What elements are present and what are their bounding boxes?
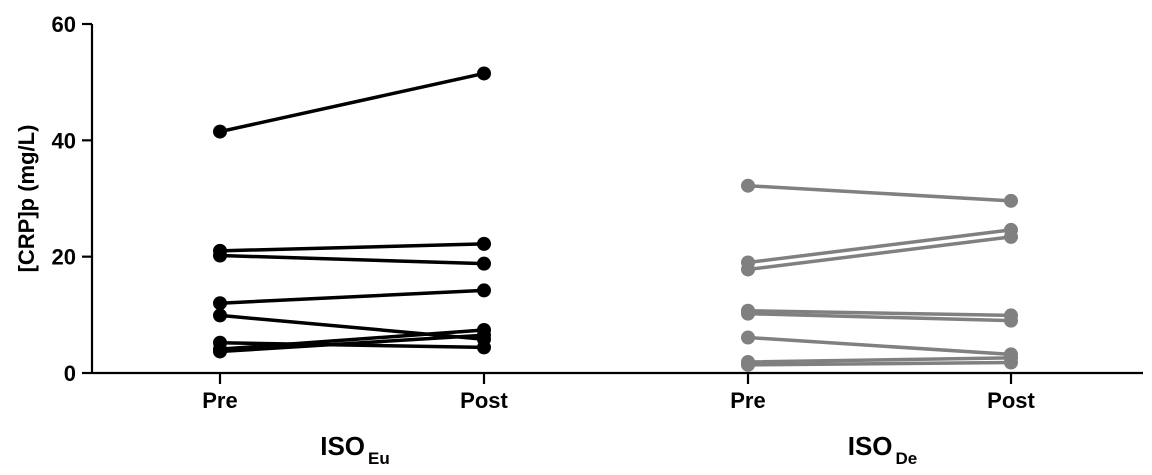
group-label-eu: ISO Eu (320, 431, 390, 468)
series-layer (213, 66, 1018, 372)
data-point-post (477, 236, 491, 251)
y-tick-label: 60 (52, 12, 76, 37)
paired-line (746, 311, 1013, 323)
data-point-pre (213, 344, 227, 359)
x-ticks: Pre Post Pre Post (202, 373, 1036, 413)
data-point-pre (213, 308, 227, 323)
paired-line (746, 309, 1013, 318)
group-de-series (741, 178, 1018, 372)
x-tick-label-post: Post (987, 388, 1035, 413)
data-point-post (1004, 313, 1018, 328)
data-point-pre (213, 248, 227, 263)
data-point-post (1004, 355, 1018, 370)
data-point-pre (741, 306, 755, 321)
axes (90, 24, 1143, 375)
data-point-post (1004, 193, 1018, 208)
paired-line (218, 253, 486, 266)
data-point-pre (741, 178, 755, 193)
group-label-de: ISO De (848, 431, 918, 468)
data-point-pre (741, 262, 755, 277)
data-point-post (477, 283, 491, 298)
paired-line (746, 228, 1013, 265)
paired-line (218, 288, 486, 305)
data-point-pre (213, 296, 227, 311)
data-point-post (477, 328, 491, 343)
paired-line (746, 335, 1013, 357)
x-tick-label-post: Post (460, 388, 508, 413)
data-point-pre (213, 124, 227, 139)
data-point-pre (741, 357, 755, 372)
paired-line (746, 356, 1013, 364)
group-labels: ISO Eu ISO De (320, 431, 917, 468)
y-ticks: 0 20 40 60 (52, 12, 92, 386)
group-eu-series (213, 66, 491, 359)
paired-line (218, 242, 486, 253)
paired-line (746, 360, 1013, 367)
data-point-post (1004, 229, 1018, 244)
x-tick-label-pre: Pre (202, 388, 237, 413)
paired-line (218, 328, 486, 351)
y-axis-label: [CRP]p (mg/L) (14, 125, 39, 273)
paired-line (218, 333, 486, 354)
paired-line (746, 183, 1013, 203)
data-point-post (477, 66, 491, 81)
paired-line (746, 235, 1013, 272)
paired-line (218, 71, 486, 134)
data-point-post (477, 340, 491, 355)
data-point-post (477, 256, 491, 271)
data-point-pre (741, 330, 755, 345)
y-tick-label: 0 (64, 361, 76, 386)
y-tick-label: 40 (52, 128, 76, 153)
paired-line (218, 313, 486, 342)
y-tick-label: 20 (52, 245, 76, 270)
x-tick-label-pre: Pre (730, 388, 765, 413)
